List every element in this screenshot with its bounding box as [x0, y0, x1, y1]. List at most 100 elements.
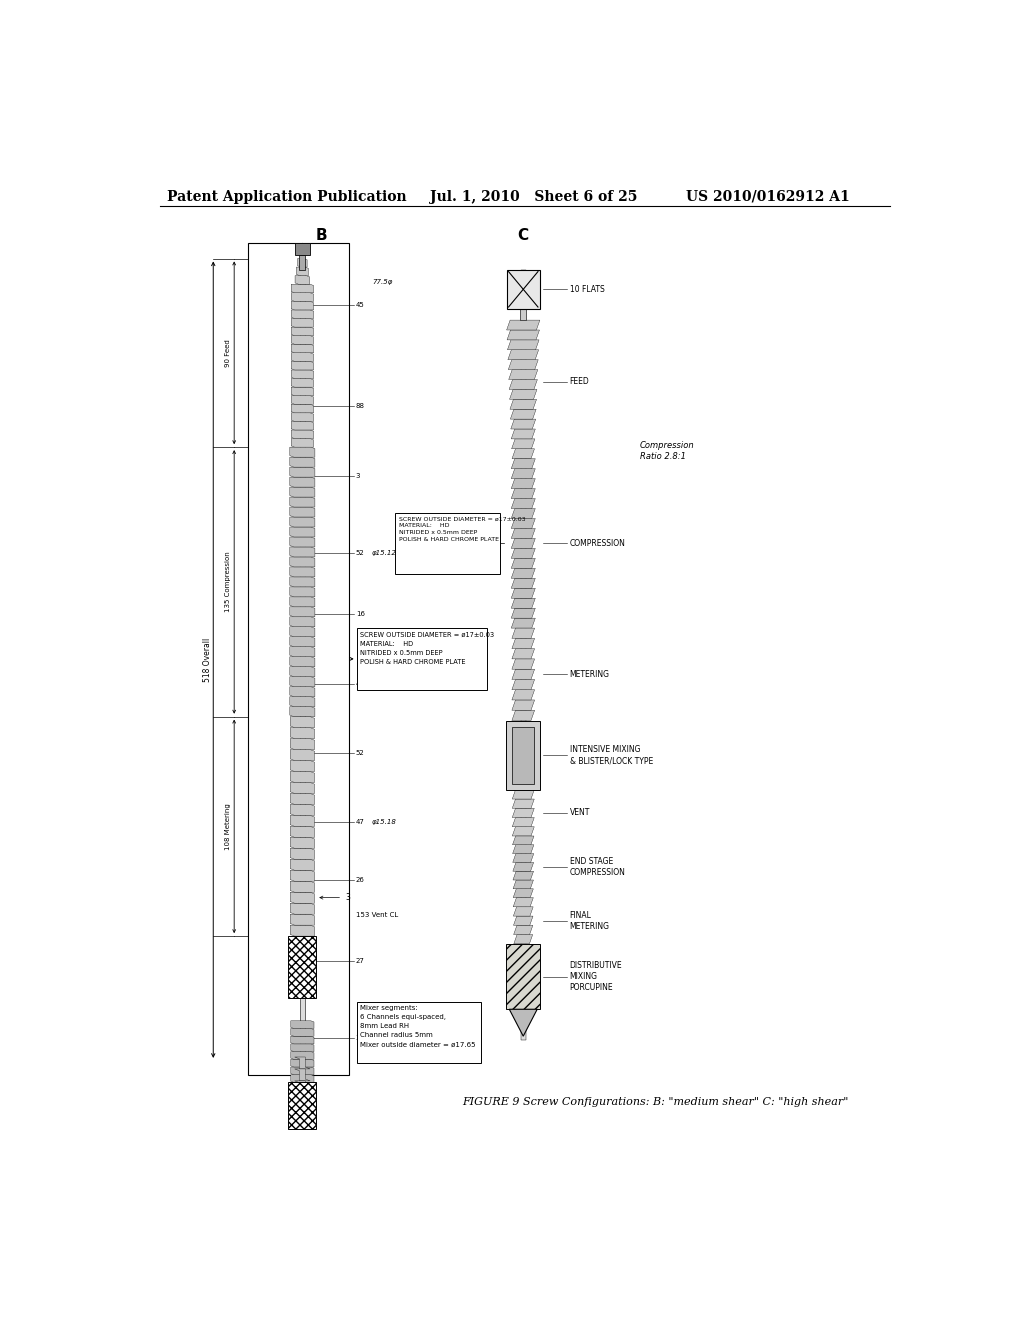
Polygon shape	[511, 429, 536, 438]
Polygon shape	[290, 597, 315, 607]
Text: 3: 3	[319, 894, 350, 902]
Text: 27: 27	[356, 958, 365, 964]
Polygon shape	[290, 647, 315, 657]
Polygon shape	[290, 826, 314, 837]
Polygon shape	[290, 783, 314, 793]
Polygon shape	[295, 1117, 310, 1129]
Polygon shape	[511, 479, 536, 488]
Polygon shape	[291, 318, 313, 327]
Polygon shape	[511, 548, 536, 558]
Polygon shape	[291, 370, 313, 379]
Polygon shape	[511, 508, 536, 519]
Polygon shape	[511, 609, 536, 618]
Polygon shape	[509, 370, 538, 380]
Polygon shape	[291, 1020, 314, 1028]
Bar	[506, 944, 541, 1010]
Polygon shape	[290, 915, 314, 925]
Polygon shape	[512, 689, 535, 700]
Polygon shape	[290, 557, 315, 566]
Bar	[506, 721, 541, 789]
Polygon shape	[290, 577, 315, 587]
Text: 37: 37	[356, 1035, 365, 1040]
Polygon shape	[511, 459, 536, 469]
Polygon shape	[508, 350, 539, 360]
Polygon shape	[511, 469, 536, 479]
Polygon shape	[291, 301, 313, 310]
Polygon shape	[514, 925, 532, 935]
Text: INTENSIVE MIXING
& BLISTER/LOCK TYPE: INTENSIVE MIXING & BLISTER/LOCK TYPE	[569, 744, 653, 766]
Polygon shape	[290, 457, 315, 467]
Polygon shape	[290, 739, 314, 750]
Polygon shape	[513, 871, 534, 880]
Polygon shape	[513, 907, 534, 916]
Polygon shape	[513, 854, 534, 862]
Polygon shape	[291, 396, 313, 404]
Text: 3: 3	[356, 473, 360, 479]
Polygon shape	[291, 379, 313, 387]
Text: VENT: VENT	[569, 808, 590, 817]
Text: Jul. 1, 2010   Sheet 6 of 25: Jul. 1, 2010 Sheet 6 of 25	[430, 190, 638, 203]
Polygon shape	[291, 1044, 314, 1052]
Text: 26: 26	[356, 876, 365, 883]
Text: 52: 52	[356, 549, 365, 556]
Bar	[289, 936, 316, 998]
Polygon shape	[509, 380, 538, 389]
Polygon shape	[291, 1067, 314, 1074]
Text: Mixer segments:
6 Channels equi-spaced,
8mm Lead RH
Channel radius 5mm
Mixer out: Mixer segments: 6 Channels equi-spaced, …	[360, 1006, 476, 1047]
Polygon shape	[296, 267, 308, 276]
Polygon shape	[290, 925, 314, 936]
Polygon shape	[291, 387, 313, 396]
Bar	[295, 243, 310, 255]
Text: 88: 88	[356, 404, 365, 409]
Polygon shape	[290, 498, 315, 507]
Polygon shape	[295, 1057, 310, 1069]
Polygon shape	[290, 477, 315, 487]
Polygon shape	[290, 706, 315, 717]
Text: 77.5φ: 77.5φ	[372, 279, 392, 285]
Text: φ15.18: φ15.18	[372, 820, 397, 825]
Polygon shape	[513, 916, 534, 925]
Polygon shape	[512, 648, 535, 659]
Bar	[521, 271, 525, 1040]
Polygon shape	[291, 352, 313, 362]
Polygon shape	[290, 546, 315, 557]
Polygon shape	[290, 837, 314, 849]
Polygon shape	[510, 399, 537, 409]
Polygon shape	[512, 669, 535, 680]
Polygon shape	[513, 898, 534, 907]
Polygon shape	[295, 1081, 310, 1093]
Polygon shape	[290, 467, 315, 477]
Text: FINAL
METERING: FINAL METERING	[569, 911, 609, 931]
Polygon shape	[290, 487, 315, 498]
Text: 46: 46	[356, 681, 365, 686]
Polygon shape	[511, 589, 536, 598]
Polygon shape	[513, 862, 534, 871]
Bar	[395, 512, 500, 574]
Polygon shape	[291, 1074, 314, 1082]
Text: C: C	[518, 228, 528, 243]
Polygon shape	[290, 667, 315, 677]
Polygon shape	[290, 892, 314, 903]
Polygon shape	[512, 438, 535, 449]
Text: END STAGE
COMPRESSION: END STAGE COMPRESSION	[569, 857, 626, 876]
Polygon shape	[511, 488, 536, 499]
Text: φ15.12: φ15.12	[372, 549, 397, 556]
Polygon shape	[290, 793, 314, 804]
Polygon shape	[290, 750, 314, 760]
Text: FIGURE 9 Screw Configurations: B: "medium shear" C: "high shear": FIGURE 9 Screw Configurations: B: "mediu…	[462, 1097, 848, 1106]
Polygon shape	[291, 310, 313, 318]
Polygon shape	[298, 259, 307, 267]
Polygon shape	[291, 404, 313, 413]
Text: Compression
Ratio 2.8:1: Compression Ratio 2.8:1	[640, 441, 694, 462]
Text: SCREW OUTSIDE DIAMETER = ø17±0.03
MATERIAL:    HD
NITRIDED x 0.5mm DEEP
POLISH &: SCREW OUTSIDE DIAMETER = ø17±0.03 MATERI…	[360, 632, 495, 665]
Polygon shape	[290, 627, 315, 636]
Text: US 2010/0162912 A1: US 2010/0162912 A1	[686, 190, 850, 203]
Polygon shape	[512, 817, 535, 826]
Text: Patent Application Publication: Patent Application Publication	[167, 190, 407, 203]
Polygon shape	[511, 539, 536, 548]
Polygon shape	[511, 558, 536, 569]
Polygon shape	[290, 657, 315, 667]
Polygon shape	[512, 639, 535, 648]
Polygon shape	[291, 1036, 314, 1044]
Polygon shape	[512, 836, 534, 845]
